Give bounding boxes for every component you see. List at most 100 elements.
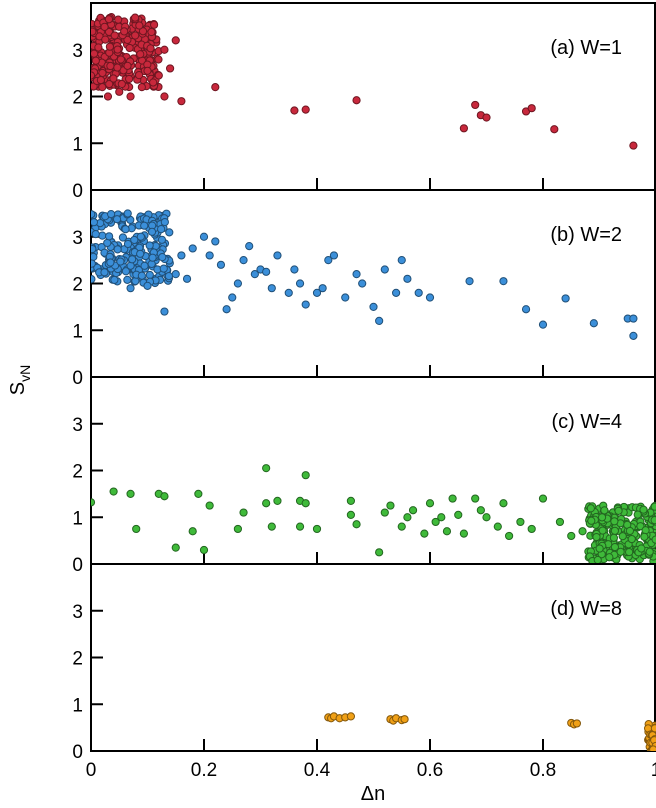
data-point (431, 517, 440, 527)
data-point (329, 251, 339, 260)
data-point (567, 531, 576, 541)
data-point (499, 499, 508, 508)
cluster-point (641, 526, 650, 535)
cluster-point (597, 513, 607, 522)
cluster-point (136, 232, 145, 241)
cluster-point (112, 215, 122, 224)
data-point (91, 71, 96, 80)
data-point (403, 274, 412, 283)
y-tick-label: 0 (72, 368, 83, 389)
cluster-point (633, 510, 642, 519)
data-point (132, 524, 141, 534)
data-point (555, 517, 565, 527)
data-point (414, 288, 423, 297)
data-point (358, 279, 367, 288)
x-tick-label: 0.6 (417, 760, 443, 781)
data-point (482, 113, 491, 122)
data-point (437, 513, 446, 522)
cluster-point (616, 547, 625, 556)
cluster-point (637, 544, 646, 553)
data-point (578, 527, 587, 536)
data-points (324, 712, 656, 751)
data-point (400, 715, 409, 724)
data-point (505, 531, 514, 541)
cluster-point (138, 27, 148, 36)
y-axis-label-main: S (7, 382, 29, 395)
panel-frame (90, 189, 656, 378)
data-point (222, 305, 231, 314)
panel-a: 0 1 2 3 (a) W=1 (72, 2, 656, 202)
cluster-point (91, 275, 96, 284)
cluster-point (116, 55, 125, 64)
cluster-point (91, 244, 97, 254)
x-tick-label: 0.8 (530, 760, 556, 781)
cluster-point (136, 50, 145, 59)
panel-label: (a) W=1 (550, 37, 622, 59)
cluster-point (91, 27, 97, 36)
cluster-point (148, 253, 157, 262)
cluster-point (91, 259, 96, 268)
cluster-point (593, 555, 602, 564)
data-point (629, 141, 638, 150)
cluster-point (106, 258, 115, 267)
data-point (295, 279, 305, 288)
data-point (301, 105, 310, 114)
cluster-point (123, 35, 132, 45)
data-point (499, 277, 508, 286)
y-tick-label: 1 (72, 134, 83, 155)
data-point (352, 270, 361, 279)
cluster-point (131, 13, 140, 22)
data-points (91, 464, 656, 564)
data-point (471, 494, 480, 503)
cluster-point (113, 245, 122, 254)
data-point (211, 83, 220, 92)
data-point (295, 522, 305, 531)
cluster-point (110, 31, 119, 40)
data-point (380, 508, 389, 517)
data-point (273, 251, 282, 260)
data-point (589, 319, 598, 328)
data-point (262, 499, 271, 508)
cluster-point (113, 63, 122, 72)
cluster-point (106, 61, 115, 71)
cluster-point (146, 44, 155, 53)
data-point (250, 270, 259, 279)
cluster-point (96, 76, 105, 85)
y-tick-label: 1 (72, 508, 83, 529)
data-point (346, 510, 355, 520)
cluster-point (110, 275, 119, 285)
data-point (262, 464, 271, 473)
data-point (171, 543, 180, 552)
data-point (199, 232, 209, 241)
data-point (109, 487, 118, 496)
cluster-point (609, 533, 619, 542)
cluster-point (149, 20, 159, 29)
cluster-point (137, 271, 146, 280)
panels: 0 1 2 3 (a) W=1 0 1 2 3 (b) W=2 0 1 2 3 (c) W=4 0 1 2 3 0 0.… (72, 2, 656, 781)
data-point (126, 489, 135, 498)
data-point (216, 260, 226, 269)
data-point (352, 96, 361, 105)
cluster-point (123, 61, 132, 70)
data-point (267, 522, 276, 531)
cluster-point (109, 74, 118, 83)
cluster-point (140, 261, 149, 270)
cluster-point (595, 544, 604, 553)
cluster-point (600, 506, 609, 515)
y-tick-label: 2 (72, 462, 83, 483)
cluster-point (625, 526, 635, 536)
data-point (386, 501, 395, 510)
y-tick-label: 0 (72, 742, 83, 763)
data-point (290, 265, 299, 274)
cluster-point (91, 49, 99, 58)
cluster-point (123, 209, 132, 218)
data-point (301, 300, 310, 309)
data-point (471, 100, 480, 110)
data-point (171, 36, 180, 45)
data-point (177, 251, 186, 260)
data-point (397, 256, 406, 265)
panel-frame (90, 2, 656, 191)
cluster-point (91, 218, 99, 227)
cluster-point (121, 225, 130, 234)
data-point (318, 284, 327, 293)
